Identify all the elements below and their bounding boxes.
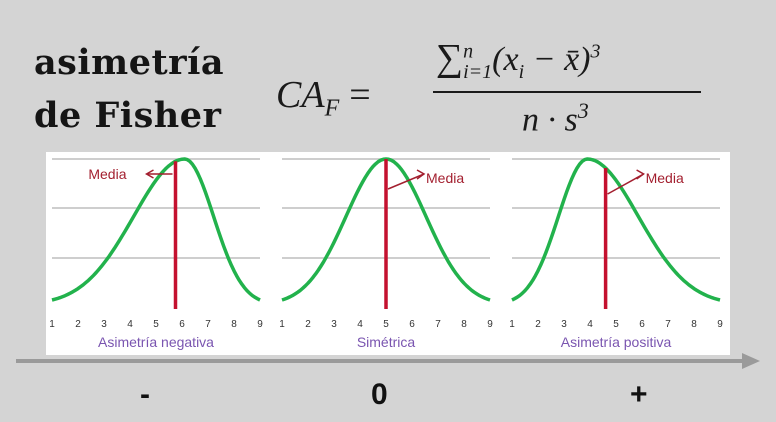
- formula-numerator: ∑ni=1(xi − x̄)3: [436, 36, 601, 84]
- fisher-formula: CAF = ∑ni=1(xi − x̄)3 n · s3: [276, 36, 716, 144]
- tick-label: 8: [231, 319, 237, 330]
- tick-label: 6: [409, 319, 415, 330]
- mean-arrowhead: [416, 169, 426, 180]
- mean-label: Media: [426, 170, 464, 186]
- distributions-svg: Media 1 2 3 4 5 6 7 8 9 Asimetría negativa Media 1 2 3…: [49, 157, 723, 350]
- tick-label: 9: [257, 319, 263, 330]
- tick-label: 2: [535, 319, 541, 330]
- tick-label: 2: [305, 319, 311, 330]
- tick-label: 1: [509, 319, 515, 330]
- tick-label: 8: [461, 319, 467, 330]
- tick-label: 7: [205, 319, 211, 330]
- mean-label: Media: [88, 166, 126, 182]
- sign-zero: 0: [371, 378, 388, 411]
- formula-lhs-main: CA: [276, 74, 325, 116]
- sign-negative: -: [140, 378, 150, 411]
- formula-equals: =: [349, 74, 371, 116]
- tick-label: 7: [435, 319, 441, 330]
- distributions-panel: Media 1 2 3 4 5 6 7 8 9 Asimetría negativa Media 1 2 3…: [46, 152, 730, 355]
- tick-label: 2: [75, 319, 81, 330]
- panel-caption: Asimetría negativa: [98, 334, 214, 350]
- numerator-body: (x: [492, 41, 519, 78]
- numerator-sub: i: [518, 60, 525, 83]
- panel-caption: Asimetría positiva: [561, 334, 672, 350]
- tick-label: 3: [561, 319, 567, 330]
- mean-arrow: [607, 173, 644, 195]
- mean-label: Media: [646, 170, 684, 186]
- formula-lhs-sub: F: [324, 95, 340, 122]
- denominator-body: n · s: [522, 101, 578, 139]
- tick-label: 9: [717, 319, 723, 330]
- tick-label: 5: [153, 319, 159, 330]
- tick-label: 4: [357, 319, 363, 330]
- numerator-power: 3: [590, 40, 601, 63]
- mean-arrowhead: [636, 169, 645, 180]
- tick-label: 7: [665, 319, 671, 330]
- tick-label: 1: [279, 319, 285, 330]
- tick-label: 3: [331, 319, 337, 330]
- sum-upper: n: [463, 40, 474, 63]
- tick-label: 9: [487, 319, 493, 330]
- distribution-curve: [511, 157, 721, 302]
- sign-positive: +: [630, 378, 648, 411]
- mean-arrowhead: [144, 169, 154, 179]
- fraction-bar: [433, 91, 701, 93]
- tick-label: 8: [691, 319, 697, 330]
- distribution-curve: [51, 157, 261, 302]
- mean-arrow: [387, 173, 425, 190]
- numerator-rest: − x̄): [524, 41, 591, 78]
- sum-lower: i=1: [463, 60, 493, 83]
- denominator-power: 3: [577, 98, 589, 123]
- panel-caption: Simétrica: [357, 334, 416, 350]
- arrow-head: [742, 353, 760, 369]
- formula-denominator: n · s3: [522, 98, 589, 139]
- title-line-2: de Fisher: [34, 95, 222, 136]
- tick-label: 5: [383, 319, 389, 330]
- tick-label: 1: [49, 319, 55, 330]
- skewness-axis-arrow: [16, 353, 760, 369]
- tick-label: 4: [127, 319, 133, 330]
- tick-label: 5: [613, 319, 619, 330]
- tick-label: 4: [587, 319, 593, 330]
- tick-label: 3: [101, 319, 107, 330]
- formula-lhs: CAF =: [276, 73, 371, 123]
- title-line-1: asimetría: [34, 42, 225, 83]
- sigma-symbol: ∑: [436, 37, 464, 79]
- tick-label: 6: [179, 319, 185, 330]
- tick-label: 6: [639, 319, 645, 330]
